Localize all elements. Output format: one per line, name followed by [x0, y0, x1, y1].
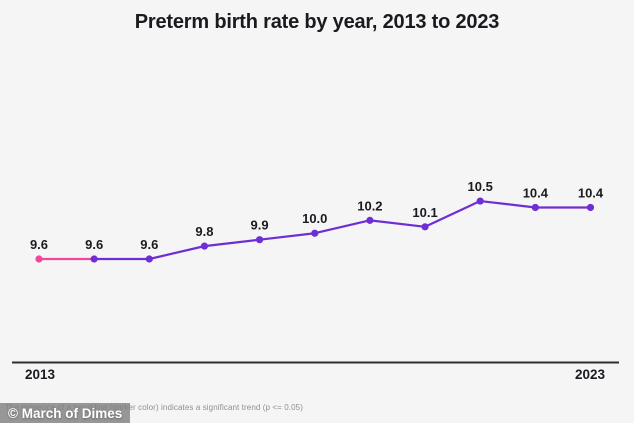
- x-axis-end-label: 2023: [574, 367, 606, 382]
- value-label-2014: 9.6: [85, 237, 103, 252]
- data-point-2022: [531, 203, 539, 212]
- value-label-2021: 10.5: [468, 179, 493, 194]
- value-label-2018: 10.0: [302, 211, 327, 226]
- x-axis-start-label: 2013: [24, 367, 56, 382]
- data-point-2019: [366, 216, 374, 224]
- trend-segment-2019-2020: [368, 219, 427, 228]
- value-label-2019: 10.2: [357, 198, 382, 213]
- value-label-2016: 9.8: [195, 224, 213, 239]
- value-label-2020: 10.1: [412, 205, 437, 220]
- value-label-2023: 10.4: [578, 185, 604, 200]
- march-of-dimes-watermark: © March of Dimes: [0, 403, 131, 423]
- significance-footnote: The presence of a trend line (darker col…: [5, 403, 303, 412]
- value-label-2013: 9.6: [30, 237, 48, 252]
- trend-segment-2018-2019: [313, 219, 371, 235]
- data-point-2014: [90, 255, 98, 263]
- data-point-2016: [200, 242, 209, 250]
- trend-segment-2017-2018: [258, 232, 316, 241]
- value-label-2022: 10.4: [523, 185, 549, 200]
- value-label-2017: 9.9: [251, 218, 269, 233]
- trend-segment-2015-2016: [148, 245, 206, 261]
- data-point-2015: [145, 255, 153, 263]
- trend-segment-2021-2022: [479, 199, 537, 209]
- data-point-2021: [476, 197, 484, 205]
- watermark-text: © March of Dimes: [8, 405, 123, 421]
- data-point-2020: [421, 223, 429, 231]
- trend-segment-2016-2017: [203, 238, 261, 248]
- data-point-2018: [311, 229, 319, 237]
- chart-title: Preterm birth rate by year, 2013 to 2023: [134, 11, 500, 33]
- data-point-2023: [586, 203, 595, 212]
- data-point-2013: [35, 255, 43, 263]
- value-label-2015: 9.6: [140, 237, 158, 252]
- trend-segment-2020-2021: [423, 199, 482, 228]
- data-point-2017: [256, 236, 264, 244]
